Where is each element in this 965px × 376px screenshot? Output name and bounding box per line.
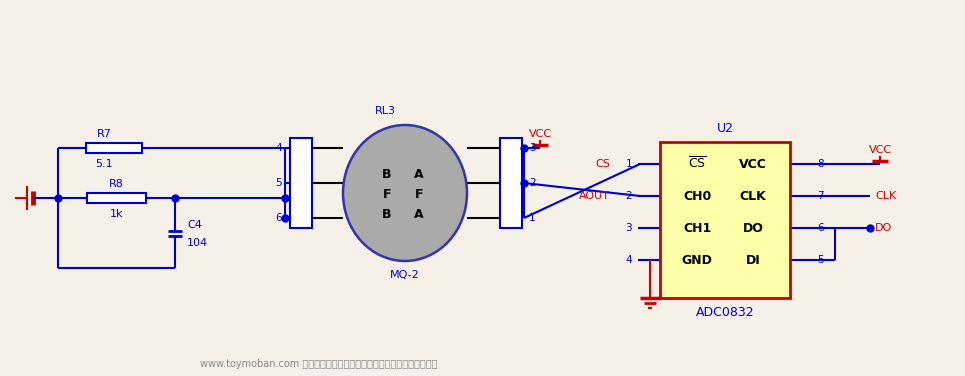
Text: 4: 4 — [625, 255, 632, 265]
Text: U2: U2 — [716, 121, 733, 135]
Bar — [87, 193, 146, 203]
Text: 7: 7 — [817, 191, 823, 201]
Text: DO: DO — [875, 223, 893, 233]
Text: 5.1: 5.1 — [96, 159, 113, 169]
Text: 8: 8 — [817, 159, 823, 169]
Bar — [500, 138, 522, 228]
Text: 6: 6 — [275, 213, 282, 223]
Text: AOUT: AOUT — [579, 191, 610, 201]
Text: DO: DO — [742, 221, 763, 235]
Text: DI: DI — [746, 253, 760, 267]
Bar — [660, 142, 790, 298]
Text: 1k: 1k — [110, 209, 124, 219]
Text: 3: 3 — [625, 223, 632, 233]
Text: A: A — [414, 168, 424, 182]
Text: A: A — [414, 209, 424, 221]
Text: 2: 2 — [625, 191, 632, 201]
Text: CH1: CH1 — [683, 221, 711, 235]
Text: F: F — [383, 188, 391, 202]
Text: 6: 6 — [817, 223, 823, 233]
Text: B: B — [382, 209, 392, 221]
Text: CS: CS — [595, 159, 610, 169]
Bar — [86, 143, 142, 153]
Text: MQ-2: MQ-2 — [390, 270, 420, 280]
Text: 5: 5 — [275, 178, 282, 188]
Text: CLK: CLK — [875, 191, 896, 201]
Text: VCC: VCC — [529, 129, 552, 139]
Text: VCC: VCC — [868, 145, 892, 155]
Text: GND: GND — [681, 253, 712, 267]
Text: 3: 3 — [529, 143, 536, 153]
Text: F: F — [415, 188, 424, 202]
Text: 1: 1 — [625, 159, 632, 169]
Text: CH0: CH0 — [683, 190, 711, 203]
Text: R8: R8 — [109, 179, 124, 189]
Bar — [290, 138, 312, 228]
Text: R7: R7 — [96, 129, 111, 139]
Text: 104: 104 — [187, 238, 208, 248]
Text: C4: C4 — [187, 220, 202, 230]
Text: 1: 1 — [529, 213, 536, 223]
Text: RL3: RL3 — [374, 106, 396, 116]
Text: B: B — [382, 168, 392, 182]
Text: 4: 4 — [275, 143, 282, 153]
Ellipse shape — [343, 125, 467, 261]
Text: 5: 5 — [817, 255, 823, 265]
Text: CLK: CLK — [739, 190, 766, 203]
Text: www.toymoban.com 网络图片仅供展示，非存储，如有侵权请联系删除。: www.toymoban.com 网络图片仅供展示，非存储，如有侵权请联系删除。 — [200, 359, 437, 369]
Text: $\overline{\rm CS}$: $\overline{\rm CS}$ — [688, 156, 706, 172]
Text: VCC: VCC — [739, 158, 767, 170]
Text: 2: 2 — [529, 178, 536, 188]
Text: ADC0832: ADC0832 — [696, 306, 755, 320]
